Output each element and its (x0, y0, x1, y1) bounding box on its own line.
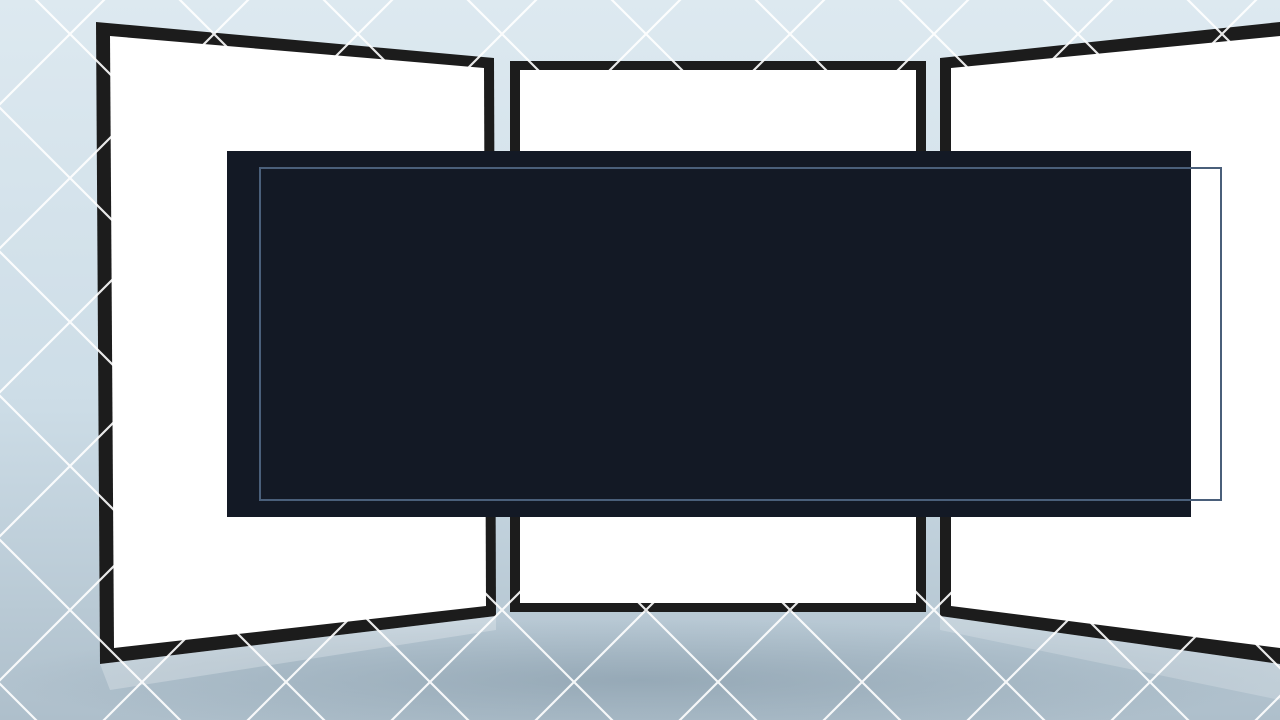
title-box (227, 151, 1191, 517)
title-box-outline (259, 167, 1222, 501)
